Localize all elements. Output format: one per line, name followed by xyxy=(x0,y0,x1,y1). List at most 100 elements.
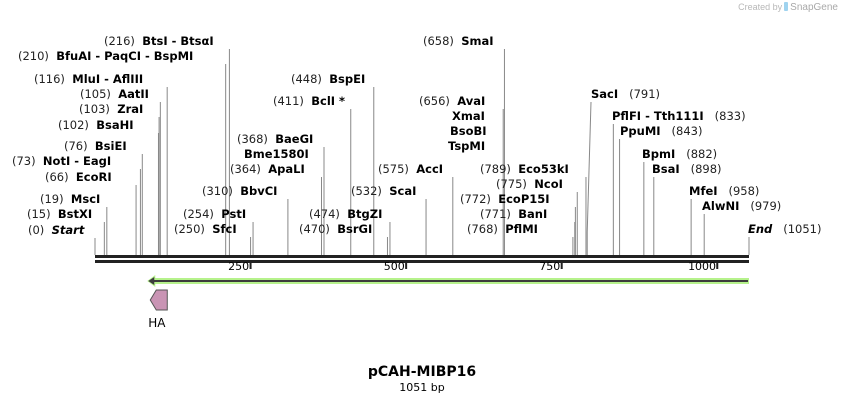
site-name: BclI * xyxy=(311,94,346,108)
site-name: ZraI xyxy=(117,102,144,116)
site-label[interactable]: (103) ZraI xyxy=(79,103,143,116)
site-label[interactable]: (772) EcoP15I xyxy=(460,193,550,206)
site-label[interactable]: (310) BbvCI xyxy=(202,185,277,198)
credit-brand: SnapGene xyxy=(790,2,838,13)
site-label[interactable]: (66) EcoRI xyxy=(45,171,112,184)
site-label[interactable]: SacI (791) xyxy=(591,88,660,101)
site-name: BtgZI xyxy=(347,207,383,221)
snapgene-credit: Created by SnapGene xyxy=(738,2,838,13)
site-position: (474) xyxy=(309,207,340,221)
axis-tick xyxy=(405,263,408,269)
site-position: (216) xyxy=(104,34,135,48)
site-name: NcoI xyxy=(534,177,563,191)
site-label[interactable]: (474) BtgZI xyxy=(309,208,382,221)
site-label[interactable]: AlwNI (979) xyxy=(702,200,781,213)
site-name: XmaI xyxy=(452,109,485,123)
site-label[interactable]: (532) ScaI xyxy=(351,185,416,198)
site-label[interactable]: (73) NotI - EagI xyxy=(12,155,111,168)
site-name: SmaI xyxy=(461,34,494,48)
site-position: (76) xyxy=(64,139,88,153)
site-label[interactable]: TspMI xyxy=(448,140,485,153)
site-position: (882) xyxy=(686,147,718,161)
site-name: Start xyxy=(51,223,85,237)
site-name: End xyxy=(748,222,773,236)
site-name: ScaI xyxy=(389,184,417,198)
site-label[interactable]: (116) MluI - AflIII xyxy=(34,73,143,86)
site-name: BaeGI xyxy=(275,132,314,146)
site-name: TspMI xyxy=(448,139,486,153)
axis-tick xyxy=(249,263,252,269)
site-label[interactable]: PpuMI (843) xyxy=(620,125,702,138)
site-position: (768) xyxy=(467,222,498,236)
site-label[interactable]: (448) BspEI xyxy=(291,73,365,86)
site-name: BsaHI xyxy=(96,118,134,132)
site-label[interactable]: (368) BaeGI xyxy=(237,133,313,146)
site-position: (771) xyxy=(480,207,511,221)
site-name: PpuMI xyxy=(620,124,661,138)
site-label[interactable]: (658) SmaI xyxy=(423,35,494,48)
tick-label: 500 xyxy=(383,260,405,273)
site-name: AatII xyxy=(118,87,149,101)
tick-label: 750 xyxy=(539,260,561,273)
site-label[interactable]: (771) BanI xyxy=(480,208,547,221)
site-name: SacI xyxy=(591,87,619,101)
site-label[interactable]: (216) BtsI - BtsαI xyxy=(104,35,214,48)
site-label[interactable]: (254) PstI xyxy=(183,208,246,221)
site-name: BtsI - BtsαI xyxy=(142,34,214,48)
tick-label: 1000 xyxy=(688,260,717,273)
site-label[interactable]: XmaI xyxy=(452,110,485,123)
site-name: SfcI xyxy=(212,222,237,236)
site-label[interactable]: (789) Eco53kI xyxy=(480,163,569,176)
site-position: (656) xyxy=(419,94,450,108)
site-label[interactable]: (210) BfuAI - PaqCI - BspMI xyxy=(18,50,193,63)
site-position: (103) xyxy=(79,102,110,116)
site-label[interactable]: BsaI (898) xyxy=(652,163,722,176)
site-position: (772) xyxy=(460,192,491,206)
site-label[interactable]: (656) AvaI xyxy=(419,95,485,108)
site-label[interactable]: (15) BstXI xyxy=(27,208,92,221)
site-name: PflMI xyxy=(505,222,538,236)
site-name: MfeI xyxy=(689,184,718,198)
plasmid-name: pCAH-MIBP16 xyxy=(367,364,477,380)
site-position: (575) xyxy=(378,162,409,176)
site-label[interactable]: (250) SfcI xyxy=(174,223,237,236)
site-name: BspEI xyxy=(329,72,366,86)
site-position: (0) xyxy=(28,223,45,237)
site-label[interactable]: (105) AatII xyxy=(80,88,149,101)
site-name: AvaI xyxy=(457,94,486,108)
site-label[interactable]: (76) BsiEI xyxy=(64,140,127,153)
site-label[interactable]: (575) AccI xyxy=(378,163,443,176)
feature-label[interactable]: HA xyxy=(148,316,166,330)
site-label[interactable]: MfeI (958) xyxy=(689,185,759,198)
site-label[interactable]: (768) PflMI xyxy=(467,223,538,236)
site-name: AlwNI xyxy=(702,199,740,213)
site-position: (448) xyxy=(291,72,322,86)
site-position: (66) xyxy=(45,170,69,184)
site-name: BstXI xyxy=(57,207,93,221)
site-position: (470) xyxy=(299,222,330,236)
site-position: (73) xyxy=(12,154,36,168)
site-label[interactable]: BsoBI xyxy=(450,125,487,138)
site-name: EcoP15I xyxy=(498,192,550,206)
site-label[interactable]: (470) BsrGI xyxy=(299,223,372,236)
orf-arrowhead-icon xyxy=(148,277,155,285)
site-name: BbvCI xyxy=(240,184,278,198)
site-position: (368) xyxy=(237,132,268,146)
site-label[interactable]: (364) ApaLI xyxy=(230,163,305,176)
site-label[interactable]: PflFI - Tth111I (833) xyxy=(612,110,746,123)
site-label[interactable]: (19) MscI xyxy=(40,193,100,206)
site-label[interactable]: BpmI (882) xyxy=(642,148,717,161)
site-label[interactable]: (411) BclI * xyxy=(273,95,345,108)
site-position: (310) xyxy=(202,184,233,198)
site-name: ApaLI xyxy=(268,162,305,176)
site-label[interactable]: (775) NcoI xyxy=(496,178,563,191)
axis-tick xyxy=(716,263,719,269)
site-label[interactable]: (0) Start xyxy=(28,224,84,237)
site-label[interactable]: (102) BsaHI xyxy=(58,119,134,132)
site-position: (210) xyxy=(18,49,49,63)
site-name: MscI xyxy=(70,192,101,206)
site-label[interactable]: End (1051) xyxy=(748,223,822,236)
site-label[interactable]: Bme1580I xyxy=(244,148,309,161)
site-position: (250) xyxy=(174,222,205,236)
